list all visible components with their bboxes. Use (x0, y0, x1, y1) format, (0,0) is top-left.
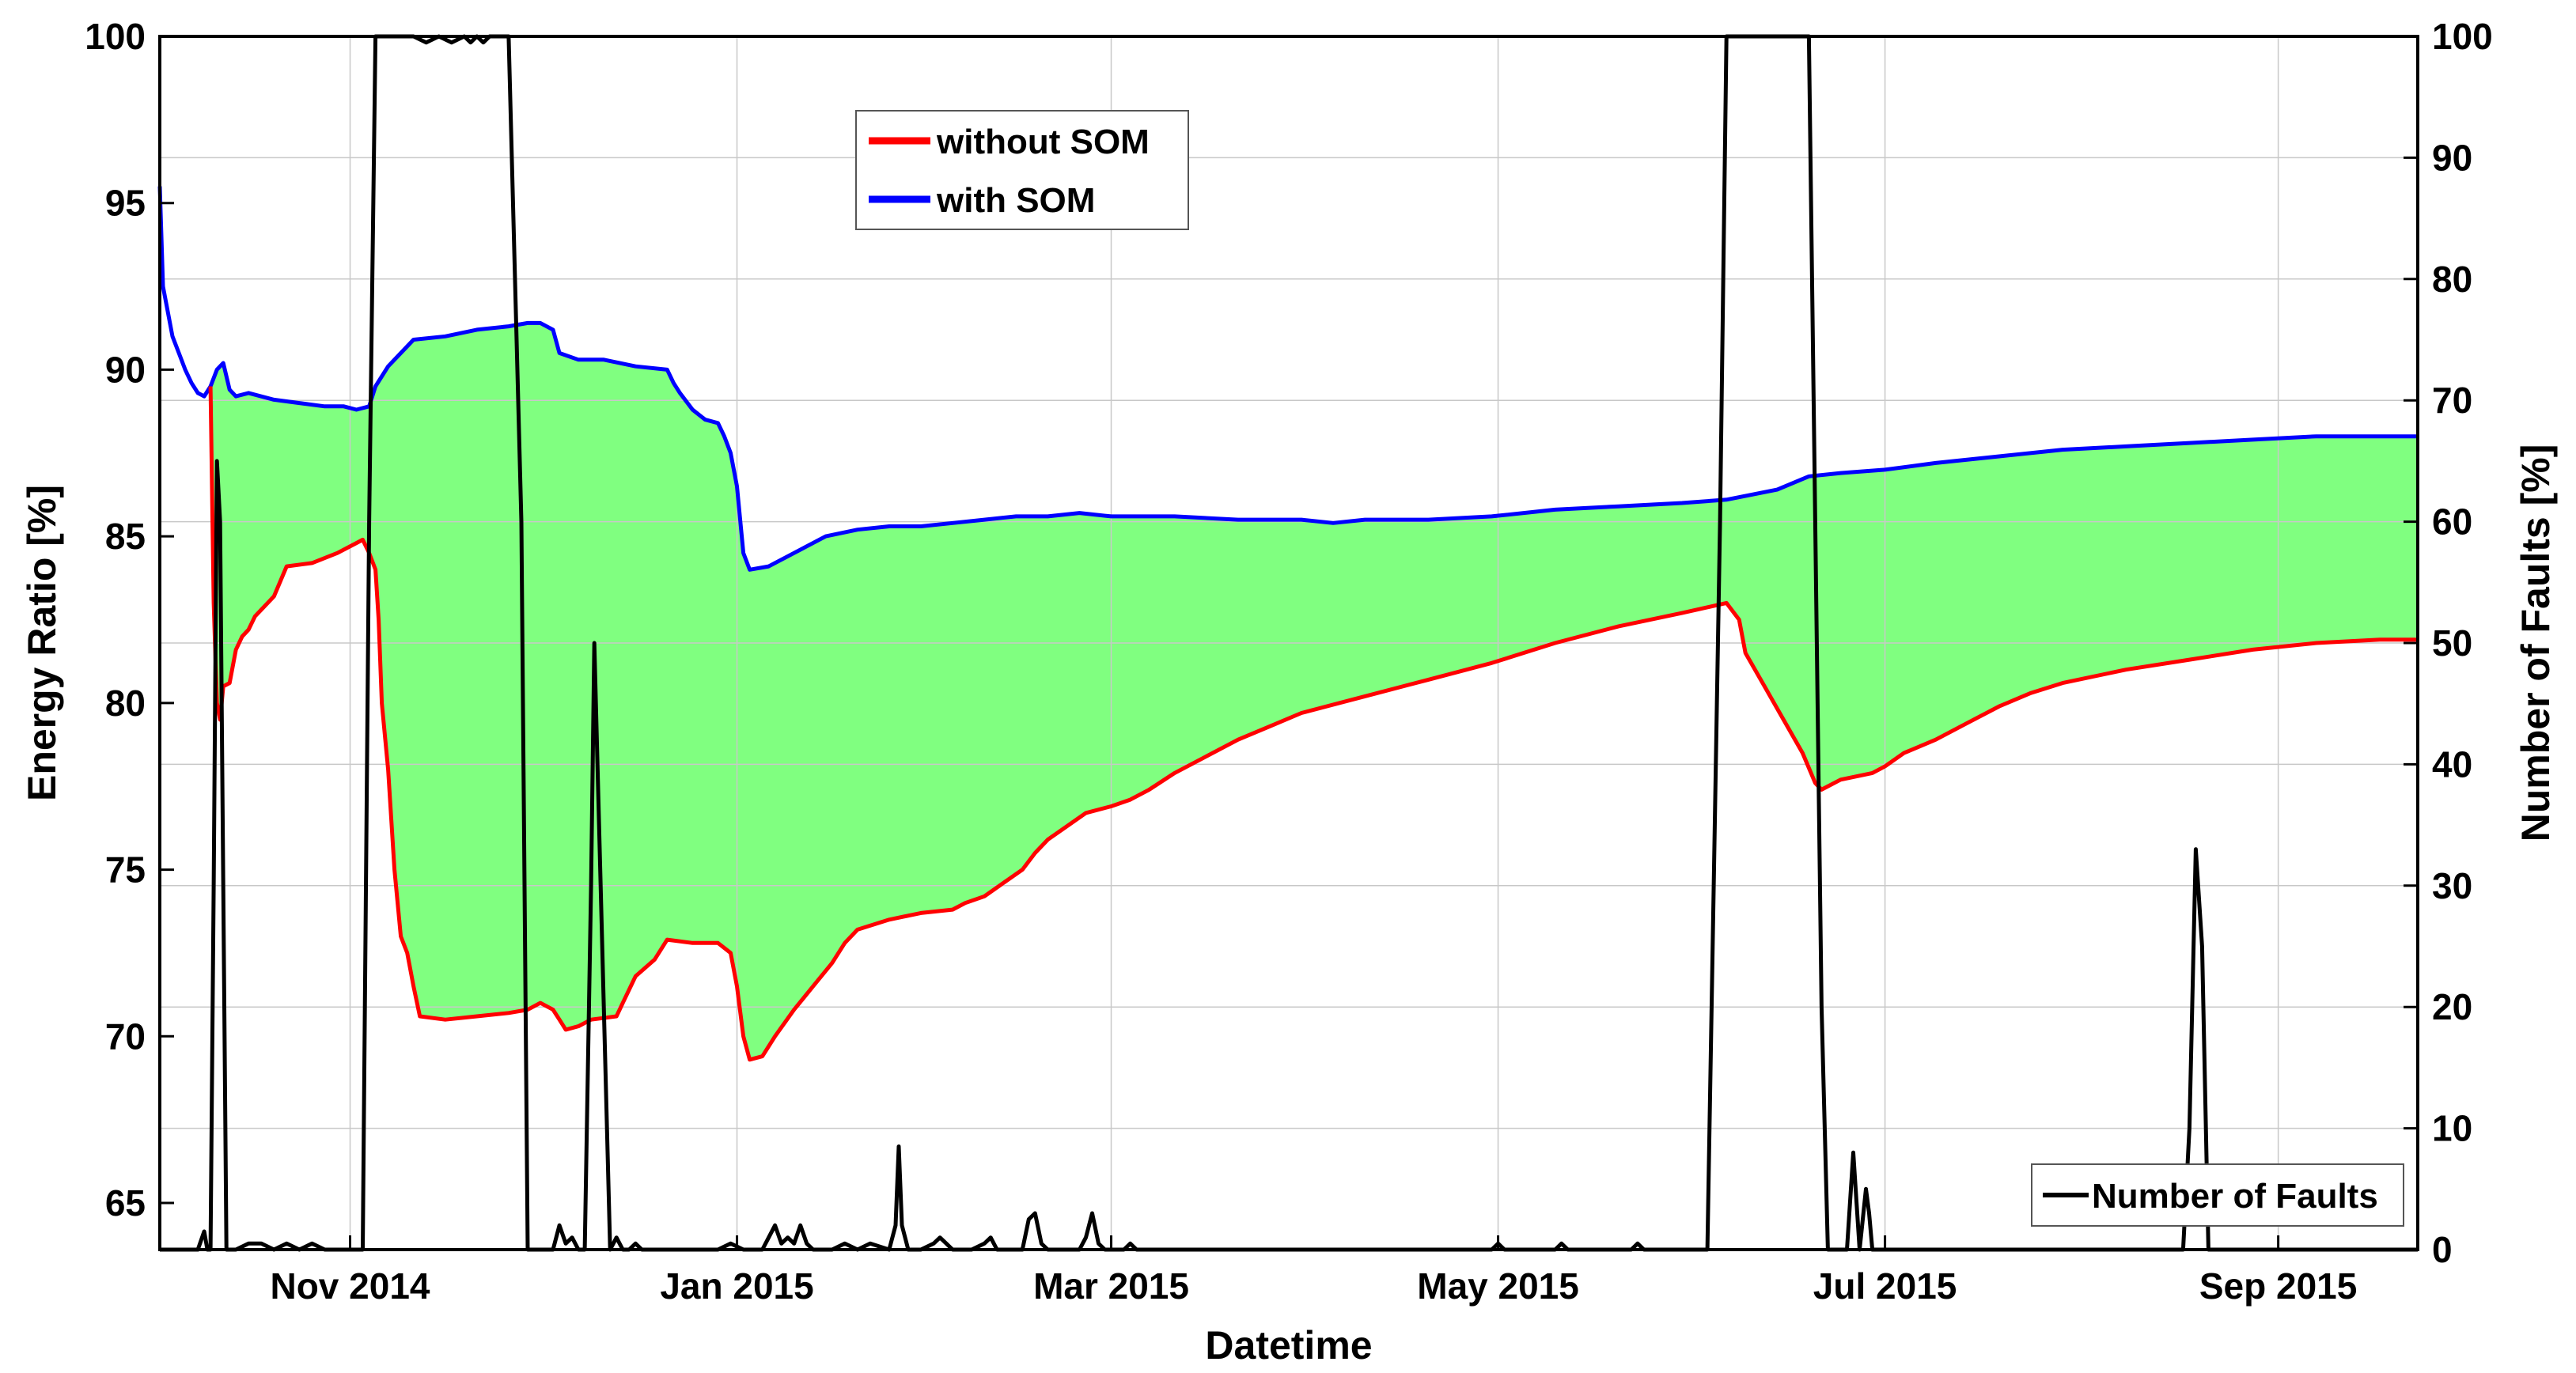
y-tick-label: 85 (105, 516, 146, 557)
x-tick-label: Mar 2015 (1033, 1265, 1189, 1307)
y-tick-label: 80 (105, 683, 146, 724)
x-tick-label: Nov 2014 (270, 1265, 430, 1307)
x-axis-title: Datetime (1205, 1323, 1372, 1367)
fill-between-area (210, 323, 2418, 1060)
x-tick-label: Sep 2015 (2199, 1265, 2357, 1307)
y-axis-title: Energy Ratio [%] (20, 485, 64, 801)
axes: Nov 2014 Jan 2015 Mar 2015 May 2015 Jul 2015… (85, 16, 2493, 1307)
legend-label-number-of-faults: Number of Faults (2092, 1177, 2378, 1216)
y2-tick-label: 20 (2432, 986, 2472, 1027)
y2-tick-label: 60 (2432, 501, 2472, 543)
y-tick-label: 75 (105, 849, 146, 891)
y2-tick-label: 90 (2432, 137, 2472, 178)
legend-label-without-som: without SOM (936, 123, 1150, 161)
series-line-with-som (157, 186, 2418, 572)
x-tick-label: Jan 2015 (660, 1265, 813, 1307)
y2-tick-label: 30 (2432, 865, 2472, 906)
legend-energy-series: without SOM with SOM (855, 110, 1189, 230)
y2-tick-label: 70 (2432, 380, 2472, 421)
y2-tick-label: 10 (2432, 1108, 2472, 1149)
y2-tick-label: 0 (2432, 1229, 2453, 1270)
y2-tick-label: 80 (2432, 259, 2472, 300)
x-tick-label: May 2015 (1417, 1265, 1579, 1307)
y2-tick-label: 50 (2432, 622, 2472, 664)
y-tick-label: 70 (105, 1016, 146, 1057)
x-tick-label: Jul 2015 (1813, 1265, 1957, 1307)
y-tick-label: 100 (85, 16, 146, 57)
fill-between-region (210, 323, 2418, 1060)
y-tick-label: 95 (105, 183, 146, 224)
legend-faults: Number of Faults (2031, 1163, 2404, 1227)
y2-axis-title: Number of Faults [%] (2513, 444, 2558, 842)
y2-tick-label: 40 (2432, 743, 2472, 785)
y-tick-label: 65 (105, 1182, 146, 1224)
y2-tick-label: 100 (2432, 16, 2493, 57)
y-tick-label: 90 (105, 349, 146, 390)
legend-label-with-som: with SOM (936, 181, 1095, 220)
